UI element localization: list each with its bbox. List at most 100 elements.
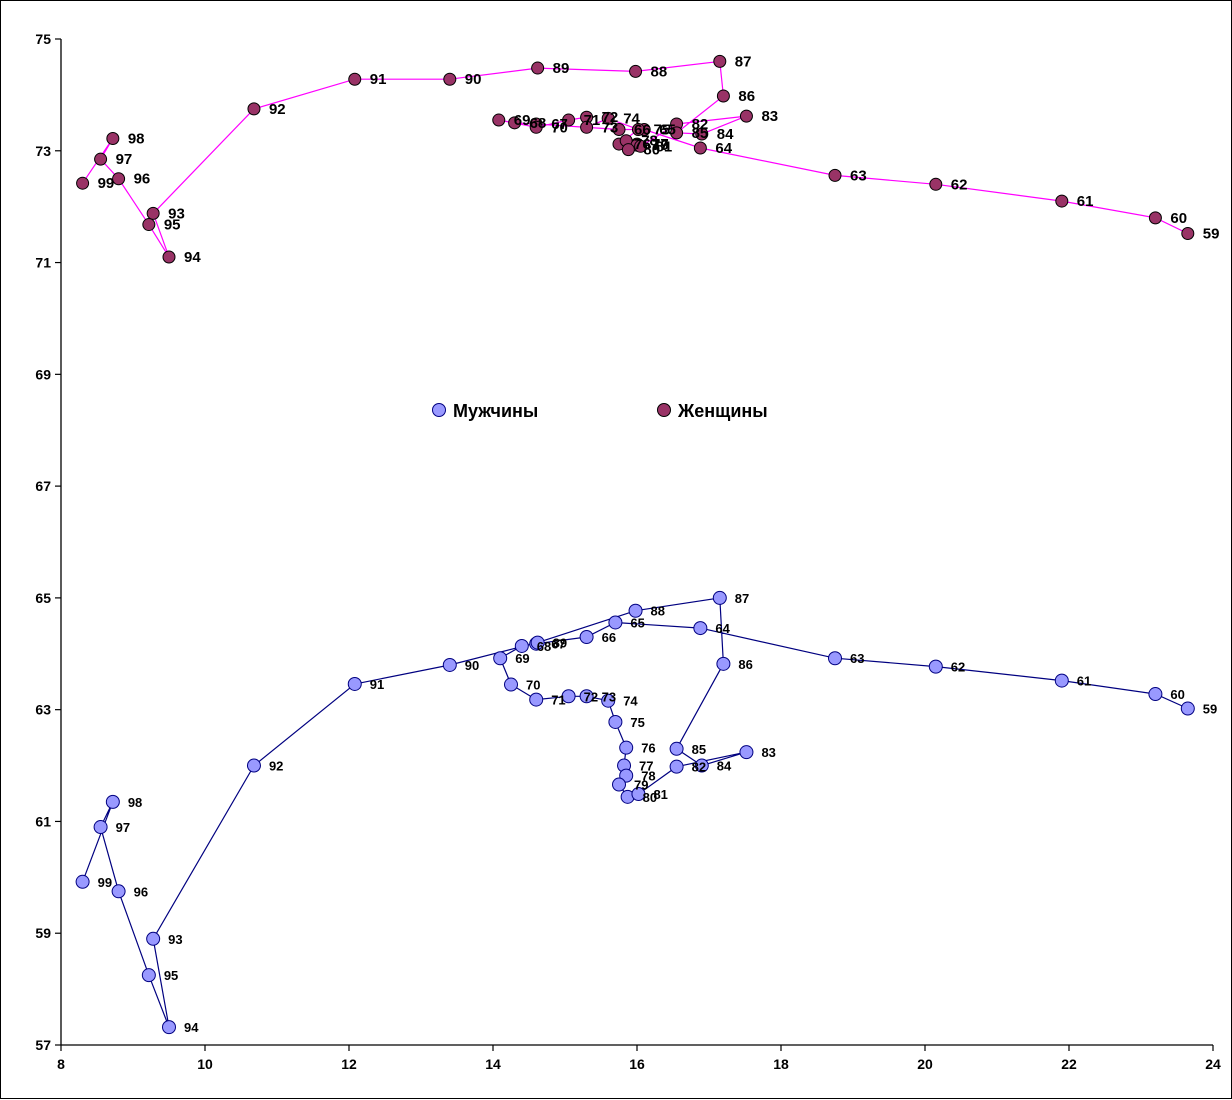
data-point <box>579 630 594 645</box>
data-label: 90 <box>465 71 482 88</box>
data-point <box>76 176 90 190</box>
data-label: 98 <box>128 130 145 147</box>
data-label: 66 <box>602 630 616 645</box>
data-point <box>141 968 156 983</box>
data-point <box>529 692 544 707</box>
data-point <box>631 123 645 137</box>
y-tick-label: 57 <box>35 1037 51 1053</box>
data-point <box>619 740 634 755</box>
data-point <box>693 621 708 636</box>
data-point <box>739 745 754 760</box>
data-point <box>347 676 362 691</box>
data-point <box>530 635 545 650</box>
data-label: 60 <box>1170 687 1184 702</box>
data-label: 67 <box>551 116 568 133</box>
data-label: 66 <box>634 122 651 139</box>
legend-label: Мужчины <box>453 401 538 421</box>
data-label: 81 <box>656 138 673 155</box>
data-label: 92 <box>269 759 283 774</box>
y-tick-label: 63 <box>35 702 51 718</box>
data-label: 80 <box>643 142 660 159</box>
data-label: 65 <box>630 615 644 630</box>
data-label: 96 <box>134 884 148 899</box>
data-point <box>443 72 457 86</box>
legend-marker <box>657 403 671 417</box>
data-point <box>247 102 261 116</box>
data-point <box>562 113 576 127</box>
data-label: 91 <box>370 71 387 88</box>
data-point <box>561 689 576 704</box>
x-tick-label: 14 <box>485 1056 501 1072</box>
data-point <box>246 758 261 773</box>
data-label: 99 <box>98 175 115 192</box>
data-point <box>106 131 120 145</box>
data-point <box>669 759 684 774</box>
data-label: 96 <box>134 171 151 188</box>
data-label: 59 <box>1203 702 1217 717</box>
data-label: 70 <box>526 678 540 693</box>
data-label: 93 <box>168 205 185 222</box>
y-tick-label: 73 <box>35 143 51 159</box>
series-line <box>82 597 1189 1028</box>
data-point <box>142 218 156 232</box>
data-label: 77 <box>652 136 669 153</box>
x-tick-label: 18 <box>773 1056 789 1072</box>
data-label: 95 <box>164 968 178 983</box>
data-label: 70 <box>551 119 568 136</box>
y-tick-label: 61 <box>35 813 51 829</box>
data-label: 64 <box>715 140 732 157</box>
x-tick-label: 8 <box>57 1056 65 1072</box>
data-label: 92 <box>269 101 286 118</box>
data-label: 60 <box>1170 210 1187 227</box>
data-point <box>146 206 160 220</box>
data-point <box>514 638 529 653</box>
data-label: 61 <box>1077 674 1091 689</box>
data-point <box>612 777 626 792</box>
data-label: 73 <box>602 689 616 704</box>
data-point <box>162 250 176 264</box>
data-label: 94 <box>184 1020 199 1035</box>
data-label: 63 <box>850 167 867 184</box>
data-label: 84 <box>717 759 732 774</box>
data-point <box>1148 687 1163 702</box>
data-point <box>531 61 545 75</box>
data-point <box>504 677 518 692</box>
data-label: 97 <box>116 820 130 835</box>
data-point <box>146 931 161 946</box>
data-label: 82 <box>692 116 709 133</box>
data-label: 84 <box>717 126 734 143</box>
x-tick-label: 24 <box>1205 1056 1221 1072</box>
data-label: 76 <box>634 136 651 153</box>
series-line <box>82 60 1189 258</box>
data-point <box>631 787 646 802</box>
data-label: 62 <box>951 176 968 193</box>
data-label: 69 <box>514 112 531 129</box>
data-point <box>162 1020 176 1035</box>
data-point <box>1180 701 1195 716</box>
legend-label: Женщины <box>677 401 768 421</box>
data-label: 67 <box>551 637 565 652</box>
data-point <box>1148 211 1162 225</box>
data-point <box>670 126 684 140</box>
data-point <box>628 603 643 618</box>
x-tick-label: 12 <box>341 1056 357 1072</box>
data-point <box>442 657 457 672</box>
data-point <box>694 758 709 773</box>
data-point <box>669 741 684 756</box>
data-point <box>493 651 508 666</box>
data-point <box>1181 226 1195 240</box>
data-point <box>693 141 707 155</box>
data-point <box>529 120 543 134</box>
data-point <box>608 714 623 729</box>
data-label: 79 <box>652 137 669 154</box>
data-label: 90 <box>465 658 479 673</box>
data-label: 83 <box>761 108 778 125</box>
data-label: 75 <box>630 715 644 730</box>
data-label: 94 <box>184 249 201 266</box>
data-point <box>93 820 108 835</box>
data-point <box>739 109 753 123</box>
data-point <box>828 168 842 182</box>
data-point <box>695 127 709 141</box>
x-tick-label: 22 <box>1061 1056 1077 1072</box>
